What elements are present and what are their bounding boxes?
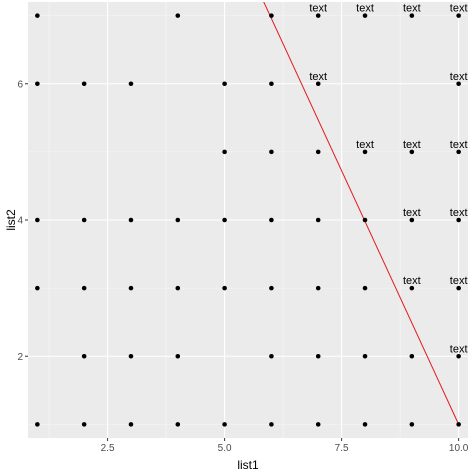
data-point (175, 13, 181, 18)
data-point (409, 149, 415, 155)
y-axis-title: list2 (4, 209, 18, 231)
data-point (175, 422, 181, 427)
point-text-label: text (356, 3, 374, 15)
data-point (175, 285, 181, 291)
data-point (315, 353, 321, 359)
point-text-label: text (450, 207, 468, 219)
data-point (315, 13, 321, 18)
point-text-label: text (450, 139, 468, 151)
point-text-label: text (450, 275, 468, 287)
data-point (81, 217, 87, 223)
point-text-label: text (450, 71, 468, 83)
data-point (35, 285, 40, 291)
x-axis-title: list1 (237, 458, 259, 472)
data-point (315, 285, 321, 291)
data-point (269, 149, 274, 155)
data-point (128, 353, 134, 359)
data-point (362, 285, 368, 291)
data-point (456, 149, 461, 155)
y-tick-label: 4 (17, 216, 23, 227)
data-point (362, 13, 368, 18)
data-point (81, 353, 87, 359)
data-point (362, 149, 368, 155)
x-tick-label: 5.0 (218, 443, 232, 454)
data-point (222, 81, 227, 87)
data-point (456, 422, 461, 427)
data-point (315, 81, 321, 87)
x-tick-label: 2.5 (101, 443, 115, 454)
red-reference-line (263, 2, 460, 425)
data-point (128, 285, 134, 291)
data-point (222, 285, 227, 291)
x-tick-label: 10.0 (449, 443, 469, 454)
data-point (35, 13, 40, 18)
data-point (409, 422, 415, 427)
text-annotations: text text text text text text text text text text… (309, 3, 467, 356)
data-point (456, 285, 461, 291)
point-text-label: text (450, 3, 468, 15)
data-point (315, 149, 321, 155)
data-point (222, 149, 227, 155)
data-point (362, 422, 368, 427)
data-point (222, 422, 227, 427)
point-text-label: text (403, 3, 421, 15)
reference-line-group (263, 2, 460, 425)
data-points (35, 13, 461, 427)
data-point (175, 353, 181, 359)
data-point (269, 422, 274, 427)
data-point (409, 217, 415, 223)
data-point (315, 422, 321, 427)
y-tick-label: 2 (17, 352, 23, 363)
data-point (269, 217, 274, 223)
data-point (456, 353, 461, 359)
data-point (35, 217, 40, 223)
data-point (175, 217, 181, 223)
data-point (81, 285, 87, 291)
data-point (128, 422, 134, 427)
data-point (409, 353, 415, 359)
data-point (128, 217, 134, 223)
data-point (269, 81, 274, 87)
data-point (269, 13, 274, 18)
data-point (81, 422, 87, 427)
data-point (456, 13, 461, 18)
point-text-label: text (403, 275, 421, 287)
data-point (222, 217, 227, 223)
data-point (456, 217, 461, 223)
data-point (269, 285, 274, 291)
y-tick-label: 6 (17, 79, 23, 90)
data-point (362, 217, 368, 223)
data-point (456, 81, 461, 87)
data-point (35, 81, 40, 87)
data-point (362, 353, 368, 359)
data-point (269, 353, 274, 359)
axes: 2.5 5.0 7.5 10.0 2 4 6 (17, 79, 468, 454)
point-text-label: text (403, 139, 421, 151)
point-text-label: text (309, 71, 327, 83)
data-point (409, 285, 415, 291)
data-point (128, 81, 134, 87)
x-tick-label: 7.5 (335, 443, 349, 454)
data-point (81, 81, 87, 87)
point-text-label: text (403, 207, 421, 219)
data-point (35, 422, 40, 427)
data-point (409, 13, 415, 18)
data-point (315, 217, 321, 223)
point-text-label: text (309, 3, 327, 15)
point-text-label: text (356, 139, 374, 151)
point-text-label: text (450, 343, 468, 355)
